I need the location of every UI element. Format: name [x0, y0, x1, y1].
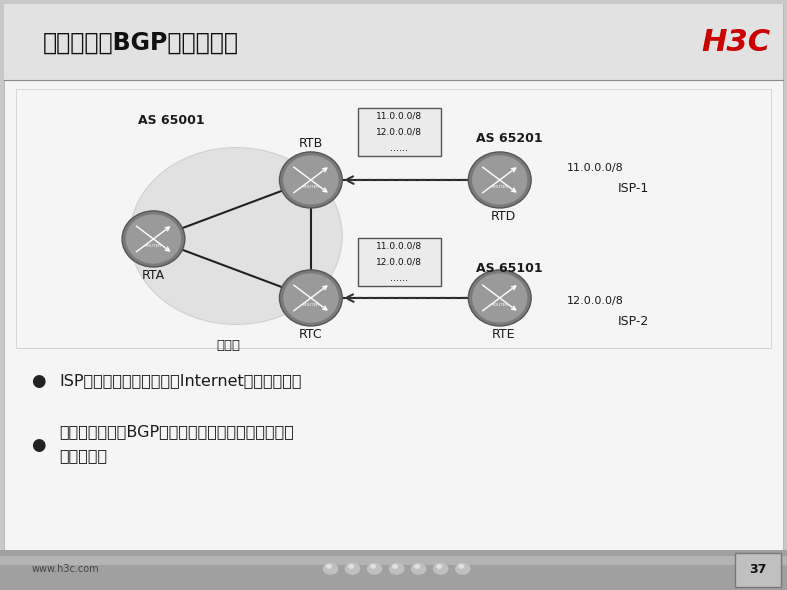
Text: ●: ● — [31, 372, 46, 389]
Text: 到外部网络: 到外部网络 — [59, 448, 107, 463]
Text: AS 65101: AS 65101 — [476, 262, 543, 275]
Text: RTB: RTB — [299, 137, 323, 150]
FancyBboxPatch shape — [358, 238, 441, 286]
Ellipse shape — [472, 155, 527, 205]
Text: RTC: RTC — [299, 328, 323, 341]
Text: 11.0.0.0/8: 11.0.0.0/8 — [567, 163, 623, 173]
Circle shape — [368, 563, 382, 574]
Ellipse shape — [283, 155, 338, 205]
Text: RTA: RTA — [142, 269, 165, 282]
Text: ......: ...... — [390, 273, 408, 283]
Text: 企业网: 企业网 — [216, 339, 240, 352]
Circle shape — [323, 563, 338, 574]
FancyBboxPatch shape — [4, 4, 783, 80]
Circle shape — [437, 565, 442, 568]
Ellipse shape — [130, 148, 342, 324]
Circle shape — [415, 565, 419, 568]
Text: ISP-2: ISP-2 — [618, 315, 649, 328]
Text: ROUTER: ROUTER — [302, 303, 320, 307]
Text: ROUTER: ROUTER — [302, 185, 320, 189]
Circle shape — [327, 565, 331, 568]
Circle shape — [345, 563, 360, 574]
Ellipse shape — [472, 273, 527, 323]
Text: 11.0.0.0/8: 11.0.0.0/8 — [376, 241, 423, 250]
Circle shape — [412, 563, 426, 574]
Circle shape — [456, 563, 470, 574]
Ellipse shape — [126, 214, 181, 264]
Circle shape — [390, 563, 404, 574]
Circle shape — [349, 565, 353, 568]
Text: ROUTER: ROUTER — [145, 244, 162, 248]
Text: ......: ...... — [390, 143, 408, 153]
Text: ROUTER: ROUTER — [491, 303, 508, 307]
FancyBboxPatch shape — [4, 4, 783, 552]
Text: 内部路由器通过BGP路由来选择从哪一个出口路由器: 内部路由器通过BGP路由来选择从哪一个出口路由器 — [59, 424, 294, 440]
Text: 12.0.0.0/8: 12.0.0.0/8 — [376, 257, 423, 267]
FancyBboxPatch shape — [16, 88, 771, 348]
Text: 12.0.0.0/8: 12.0.0.0/8 — [376, 127, 423, 137]
Text: AS 65001: AS 65001 — [138, 114, 205, 127]
Text: AS 65201: AS 65201 — [476, 132, 543, 145]
Ellipse shape — [283, 273, 338, 323]
Ellipse shape — [468, 270, 531, 326]
Text: RTD: RTD — [491, 210, 516, 223]
Circle shape — [393, 565, 397, 568]
Text: 37: 37 — [749, 563, 767, 576]
Text: 12.0.0.0/8: 12.0.0.0/8 — [567, 296, 623, 306]
Text: www.h3c.com: www.h3c.com — [31, 564, 99, 573]
Circle shape — [459, 565, 464, 568]
Text: ISP-1: ISP-1 — [618, 182, 649, 195]
Text: ●: ● — [31, 437, 46, 454]
Ellipse shape — [279, 270, 342, 326]
FancyBboxPatch shape — [0, 550, 787, 590]
Text: ISP边界路由器发布所有的Internet路由到企业网: ISP边界路由器发布所有的Internet路由到企业网 — [59, 373, 301, 388]
FancyBboxPatch shape — [0, 556, 787, 565]
Circle shape — [434, 563, 448, 574]
Ellipse shape — [279, 152, 342, 208]
Ellipse shape — [122, 211, 185, 267]
Text: ROUTER: ROUTER — [491, 185, 508, 189]
FancyBboxPatch shape — [358, 108, 441, 156]
Text: RTE: RTE — [492, 328, 515, 341]
Text: 多出口网络BGP部署方式三: 多出口网络BGP部署方式三 — [43, 31, 239, 54]
Text: 11.0.0.0/8: 11.0.0.0/8 — [376, 112, 423, 120]
Ellipse shape — [468, 152, 531, 208]
Circle shape — [371, 565, 375, 568]
FancyBboxPatch shape — [735, 553, 781, 587]
Text: H3C: H3C — [701, 28, 770, 57]
